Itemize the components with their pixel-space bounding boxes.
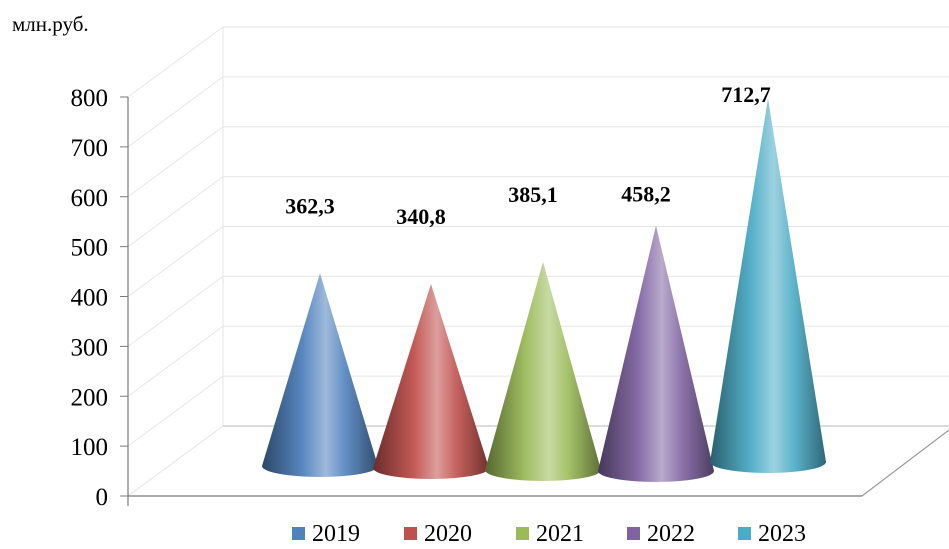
data-label: 340,8: [396, 204, 446, 229]
gridline: [127, 325, 949, 397]
cone-2022: [598, 225, 714, 482]
legend-swatch-2022: [627, 527, 640, 540]
y-tick-label: 100: [71, 434, 109, 461]
cone-2019: [262, 273, 378, 477]
data-labels: 362,3 340,8 385,1 458,2 712,7: [285, 82, 771, 229]
data-label: 385,1: [508, 182, 558, 207]
legend-swatch-2020: [404, 527, 417, 540]
y-tick-label: 300: [71, 334, 109, 361]
gridline: [127, 26, 949, 98]
legend: 2019 2020 2021 2022 2023: [292, 521, 806, 547]
gridline: [127, 275, 949, 347]
legend-label: 2020: [424, 521, 472, 547]
y-tick-label: 800: [71, 85, 109, 112]
data-label: 458,2: [621, 181, 671, 206]
floor-right-edge: [861, 429, 949, 497]
y-tick-label: 200: [71, 384, 109, 411]
legend-label: 2023: [758, 521, 806, 547]
y-axis: 0 100 200 300 400 500 600 700 800: [71, 85, 862, 511]
y-tick-label: 0: [96, 484, 109, 511]
data-label: 362,3: [285, 193, 335, 218]
gridline: [127, 76, 949, 148]
legend-label: 2019: [312, 521, 360, 547]
legend-label: 2021: [536, 521, 584, 547]
legend-swatch-2019: [292, 527, 305, 540]
cone-2020: [373, 284, 489, 479]
legend-swatch-2021: [516, 527, 529, 540]
y-tick-label: 700: [71, 135, 109, 162]
legend-swatch-2023: [738, 527, 751, 540]
gridline: [127, 226, 949, 297]
y-tick-label: 600: [71, 185, 109, 212]
gridline: [127, 126, 949, 198]
legend-label: 2022: [647, 521, 695, 547]
y-tick-label: 400: [71, 285, 109, 312]
y-tick-label: 500: [71, 235, 109, 262]
gridline: [127, 176, 949, 248]
data-label: 712,7: [721, 82, 771, 107]
y-unit-label: млн.руб.: [12, 12, 89, 36]
gridlines: [127, 26, 949, 447]
cones: [262, 98, 826, 482]
gridline: [127, 375, 949, 447]
cone-2023: [710, 98, 826, 473]
cone-2021: [485, 261, 601, 481]
